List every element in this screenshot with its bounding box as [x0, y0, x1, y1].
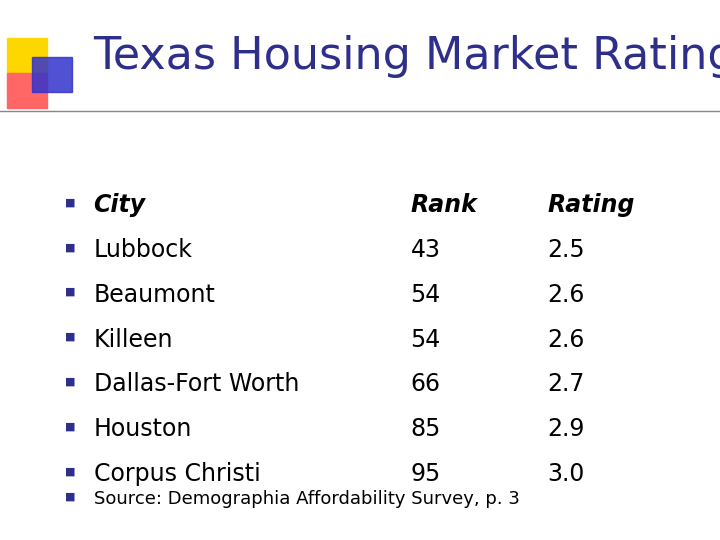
Text: Source: Demographia Affordability Survey, p. 3: Source: Demographia Affordability Survey…	[94, 490, 519, 509]
Text: ■: ■	[65, 332, 76, 342]
Text: 95: 95	[410, 462, 441, 486]
Text: 3.0: 3.0	[547, 462, 585, 486]
Text: Texas Housing Market Ratings: Texas Housing Market Ratings	[94, 35, 720, 78]
Text: Houston: Houston	[94, 417, 192, 441]
Text: ■: ■	[65, 242, 76, 252]
Text: Dallas-Fort Worth: Dallas-Fort Worth	[94, 373, 299, 396]
Text: ■: ■	[65, 377, 76, 387]
Text: Beaumont: Beaumont	[94, 283, 215, 307]
Text: ■: ■	[65, 287, 76, 297]
Text: 2.6: 2.6	[547, 328, 585, 352]
Text: Rank: Rank	[410, 193, 477, 217]
Text: 2.7: 2.7	[547, 373, 585, 396]
Text: 54: 54	[410, 283, 441, 307]
Text: 2.5: 2.5	[547, 238, 585, 262]
Text: Killeen: Killeen	[94, 328, 173, 352]
Text: City: City	[94, 193, 145, 217]
Text: 2.6: 2.6	[547, 283, 585, 307]
Text: Lubbock: Lubbock	[94, 238, 192, 262]
Text: 2.9: 2.9	[547, 417, 585, 441]
Text: ■: ■	[65, 467, 76, 476]
Text: ■: ■	[65, 198, 76, 207]
Text: Corpus Christi: Corpus Christi	[94, 462, 261, 486]
Text: 85: 85	[410, 417, 441, 441]
Text: ■: ■	[65, 422, 76, 431]
Text: ■: ■	[65, 492, 76, 502]
Text: Rating: Rating	[547, 193, 634, 217]
Text: 54: 54	[410, 328, 441, 352]
Text: 43: 43	[410, 238, 441, 262]
Text: 66: 66	[410, 373, 441, 396]
